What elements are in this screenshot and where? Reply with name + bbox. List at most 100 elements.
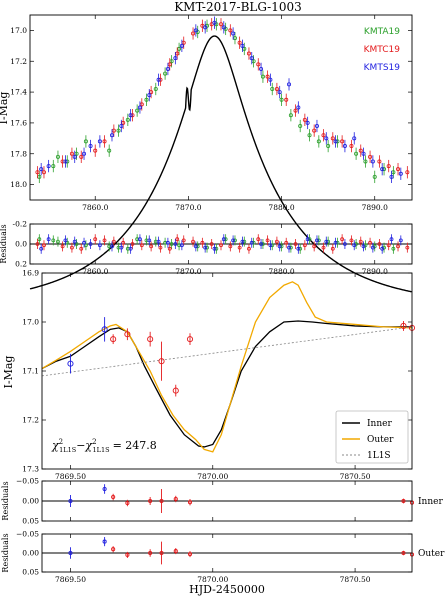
residual-point	[275, 239, 279, 244]
chi2-value: = 247.8	[113, 439, 157, 452]
data-point	[389, 174, 394, 179]
residual-point	[398, 238, 403, 243]
residual-point	[119, 245, 124, 250]
data-point	[401, 498, 406, 504]
ylabel-residuals-outer: Residuals	[1, 533, 10, 572]
data-point	[293, 108, 298, 113]
data-point	[405, 170, 410, 175]
residual-point	[173, 242, 178, 246]
residual-point	[200, 240, 205, 245]
data-point	[277, 90, 282, 95]
data-point	[128, 113, 133, 118]
data-point	[246, 51, 251, 56]
data-point	[46, 164, 51, 169]
data-point	[55, 154, 60, 159]
residual-point	[305, 237, 310, 242]
chi2-minus: −	[76, 439, 85, 452]
y-tick-label: −0.05	[16, 477, 39, 486]
residual-point	[330, 246, 335, 251]
data-point	[135, 108, 140, 113]
data-point	[316, 139, 321, 144]
residual-point	[284, 240, 289, 245]
panel-top: 17.0 17.2 17.4 17.6 17.8 18.0 7860.0 7870.0 788…	[0, 14, 413, 293]
residual-point	[212, 246, 217, 251]
x-tick-label: 7869.50	[55, 575, 86, 584]
data-point	[68, 498, 73, 504]
data-point	[352, 136, 357, 141]
data-point	[370, 159, 375, 164]
residual-point	[312, 244, 317, 249]
data-point	[109, 133, 114, 138]
data-point	[333, 139, 338, 144]
data-point	[240, 43, 245, 48]
data-point	[368, 154, 373, 159]
data-point	[116, 128, 121, 133]
data-point	[186, 336, 194, 343]
residual-point	[128, 246, 133, 251]
data-point	[159, 498, 164, 504]
y-tick-label: 17.4	[10, 88, 27, 97]
residual-point	[368, 240, 372, 245]
data-point	[68, 550, 73, 556]
residual-point	[139, 243, 144, 248]
data-point	[354, 151, 359, 156]
residual-point	[352, 243, 357, 248]
data-point	[39, 167, 44, 172]
data-point	[67, 360, 74, 367]
y-tick-label: 0.05	[22, 568, 39, 577]
x-tick-label: 7869.50	[55, 472, 86, 481]
y-tick-label: 17.0	[22, 318, 39, 327]
data-point	[274, 87, 279, 92]
data-point	[228, 28, 233, 33]
residual-point	[391, 246, 396, 251]
data-point	[156, 77, 161, 82]
data-point	[110, 336, 117, 343]
data-point	[102, 539, 107, 544]
data-point	[111, 547, 116, 552]
y-tick-label: 18.0	[10, 180, 27, 189]
residual-point	[361, 244, 366, 249]
data-point	[147, 93, 152, 98]
x-ticks-top: 7860.0 7870.0 7880.0 7890.0	[82, 15, 388, 212]
plot-area-residuals-outer	[42, 537, 415, 565]
data-point	[69, 151, 74, 156]
data-point	[361, 151, 366, 156]
data-point	[363, 159, 368, 164]
data-point	[260, 74, 265, 79]
residual-point	[63, 238, 68, 243]
residual-point	[179, 243, 184, 248]
y-tick-label: 0.00	[22, 549, 39, 558]
chi2-term1: χ	[51, 439, 60, 452]
data-point	[173, 56, 178, 61]
y-tick-label: 17.2	[10, 57, 27, 66]
chi2-term2: χ	[84, 439, 93, 452]
residual-point	[380, 246, 385, 251]
y-tick-label: 16.9	[22, 269, 39, 278]
residual-point	[93, 237, 98, 242]
data-point	[324, 136, 329, 141]
data-point	[398, 171, 403, 176]
ylabel-top: I-Mag	[0, 92, 10, 125]
residual-point	[193, 244, 198, 249]
data-point	[302, 117, 307, 122]
data-point	[340, 139, 345, 144]
residual-point	[259, 242, 263, 246]
x-ticks-zoom: 7869.50 7870.00 7870.50	[55, 273, 371, 481]
y-tick-label: 0.2	[15, 260, 27, 269]
residual-point	[39, 246, 44, 251]
plot-area-top	[29, 16, 412, 293]
data-point	[237, 40, 242, 45]
chi2-sub2: 1L1S	[93, 446, 110, 454]
data-point	[312, 128, 317, 133]
data-point	[372, 174, 377, 179]
data-point	[203, 25, 208, 30]
residual-point	[158, 245, 163, 250]
model-curve	[29, 35, 412, 293]
x-tick-label: 7890.0	[362, 203, 388, 212]
x-tick-label: 7870.0	[175, 203, 201, 212]
data-point	[218, 22, 223, 27]
x-ticks-residuals-inner	[70, 481, 356, 521]
residual-point	[256, 237, 261, 242]
data-point	[159, 550, 164, 556]
